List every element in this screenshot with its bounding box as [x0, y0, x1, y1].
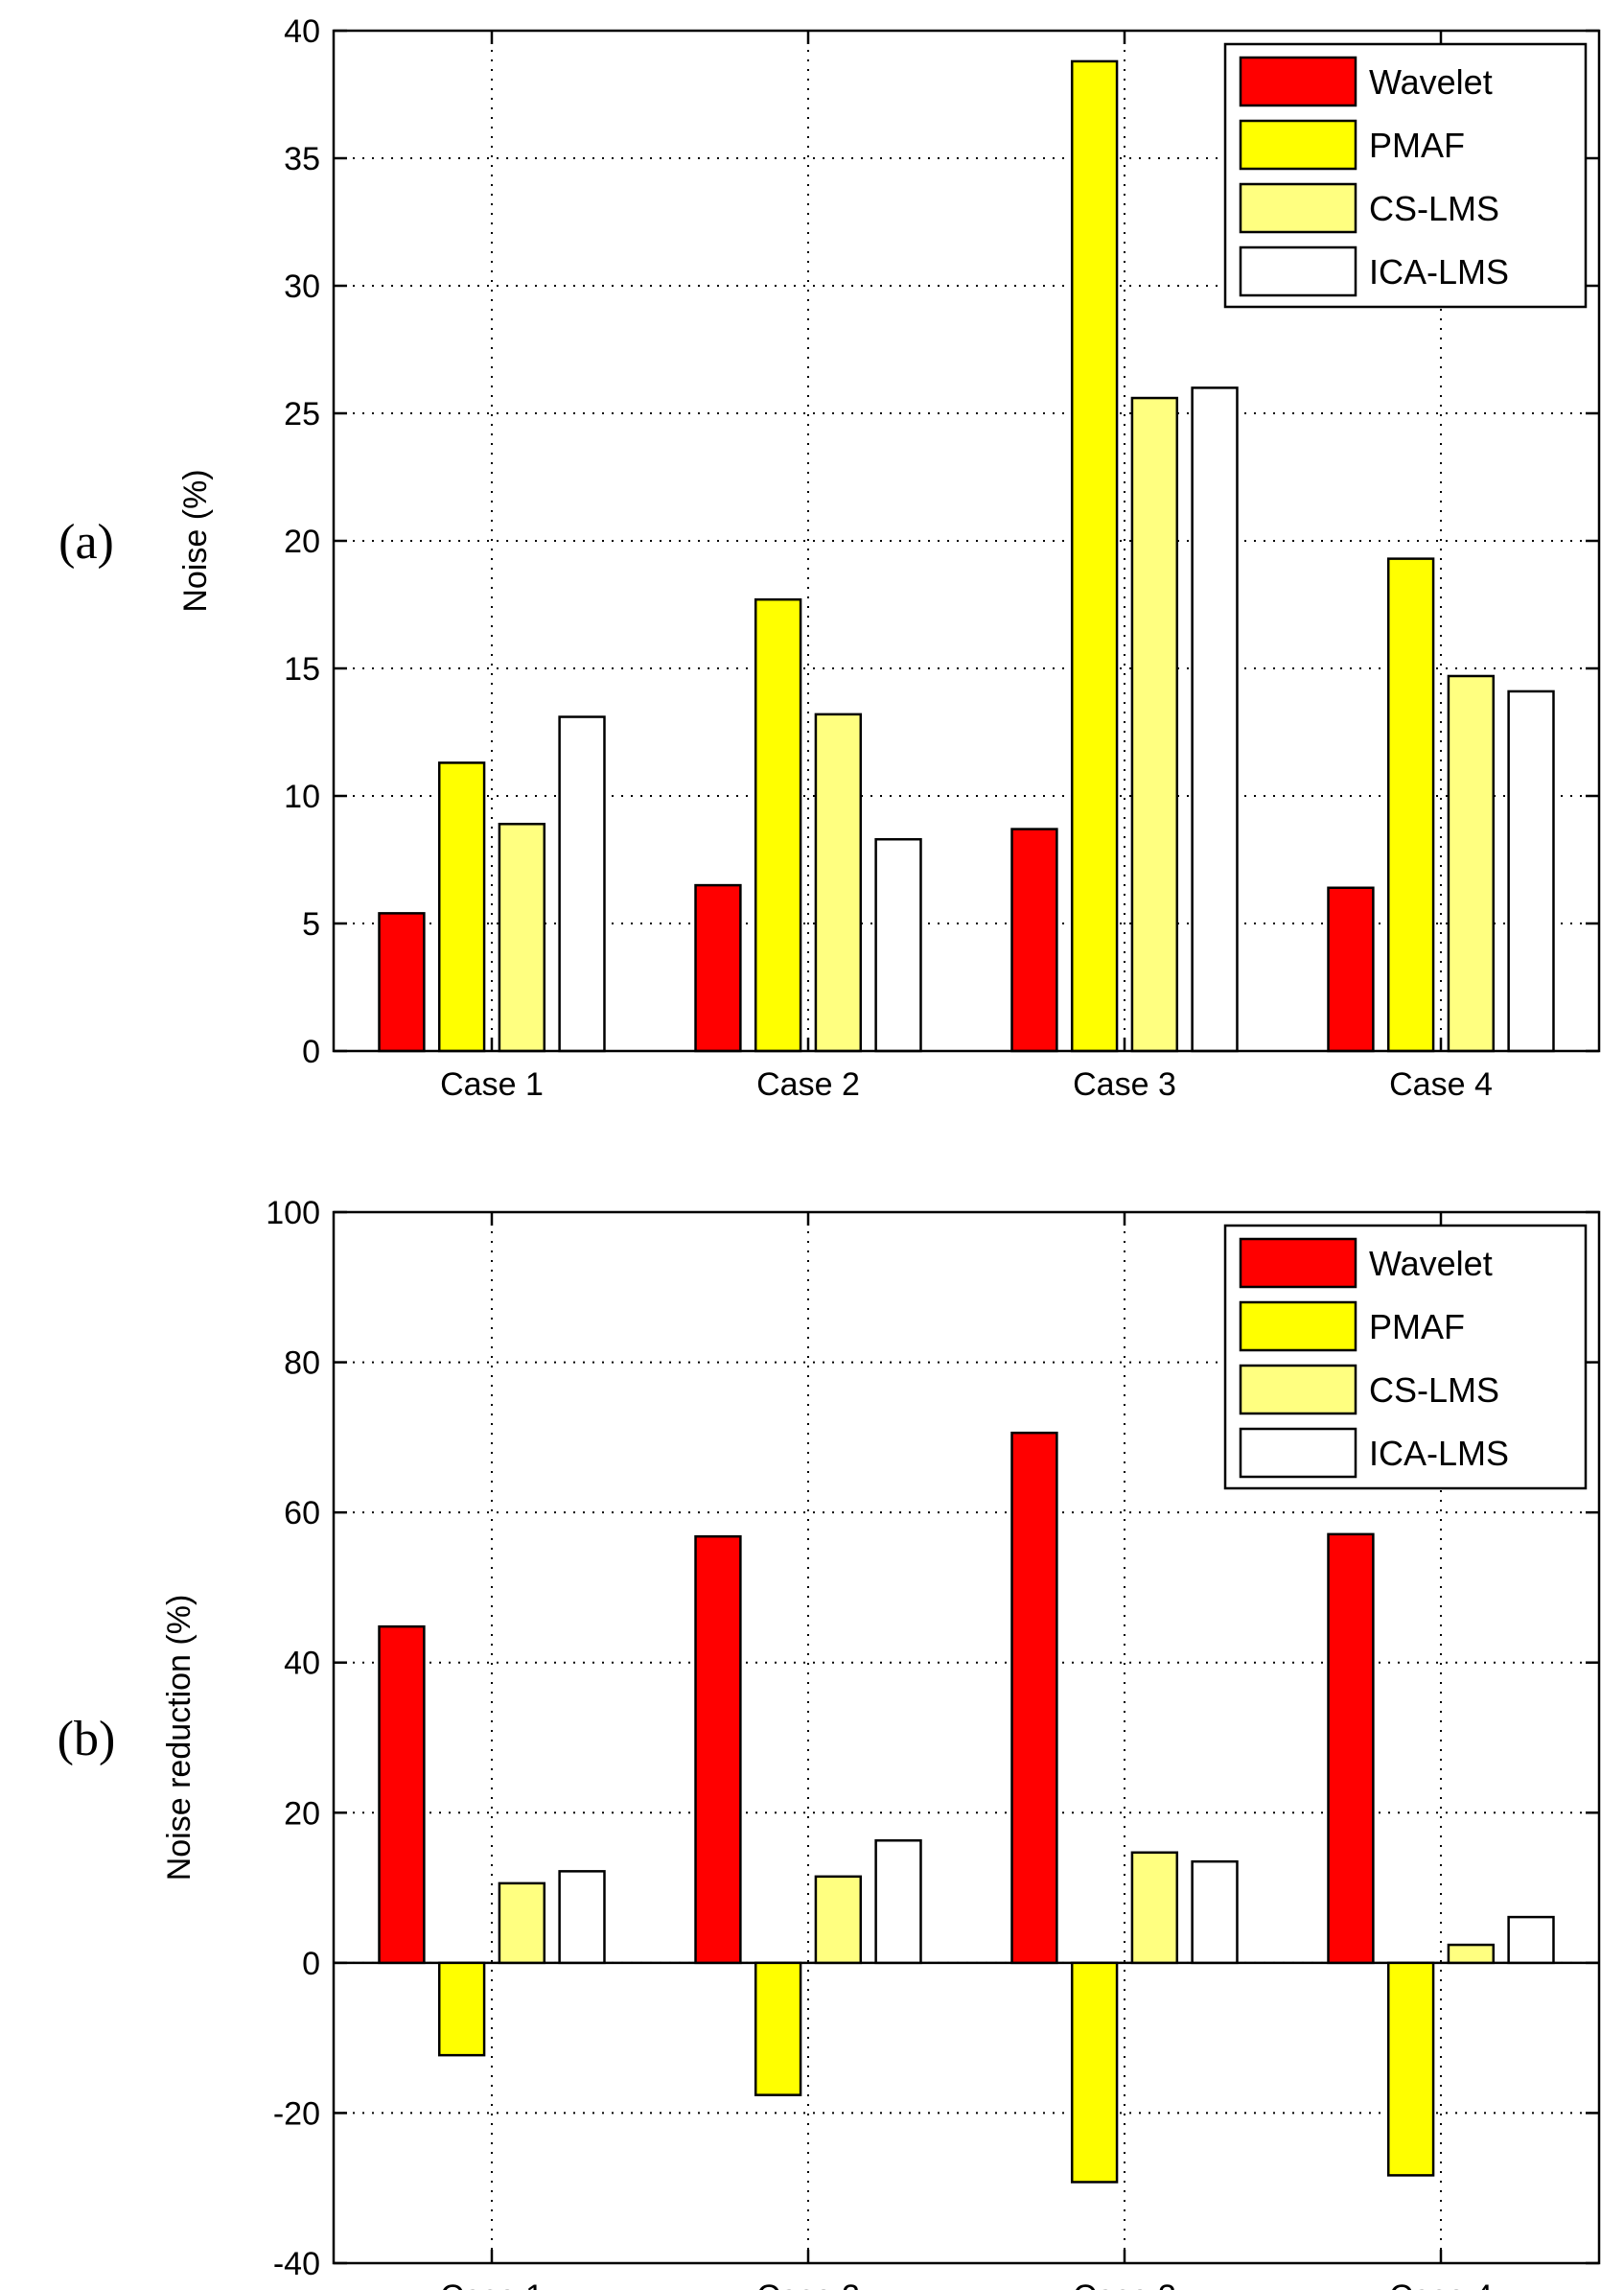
y-tick-label: 0 — [302, 1034, 320, 1070]
bar-cs-lms-1 — [498, 1881, 546, 1965]
y-tick-label: 40 — [284, 13, 320, 50]
x-tick-label: Case 4 — [1389, 1066, 1493, 1103]
y-axis-label: Noise (%) — [177, 469, 214, 612]
legend-swatch-pmaf — [1239, 119, 1357, 171]
bar-cs-lms-2 — [814, 1875, 863, 1965]
bar-cs-lms-3 — [1130, 1851, 1179, 1965]
y-tick-label: 35 — [284, 141, 320, 177]
bar-cs-lms-2 — [814, 713, 863, 1053]
y-tick-label: 20 — [284, 524, 320, 560]
bar-pmaf-2 — [754, 597, 802, 1053]
y-tick-label: 10 — [284, 779, 320, 815]
bar-ica-lms-3 — [1191, 386, 1239, 1053]
x-tick-label: Case 3 — [1073, 1066, 1176, 1103]
bar-ica-lms-1 — [558, 715, 606, 1053]
bar-ica-lms-1 — [558, 1870, 606, 1965]
bar-pmaf-2 — [754, 1961, 802, 2096]
bar-ica-lms-3 — [1191, 1859, 1239, 1965]
y-tick-label: 100 — [266, 1195, 320, 1231]
y-tick-label: 30 — [284, 269, 320, 305]
y-tick-label: 0 — [302, 1946, 320, 1982]
y-axis-label: Noise reduction (%) — [161, 1595, 197, 1881]
panel-a-chart: 0 5 10 15 20 25 30 35 40 Case 1 Case 2 Case 3 Case 4… — [58, 13, 1601, 1103]
legend-swatch-cs-lms — [1239, 1364, 1357, 1415]
legend: Wavelet PMAF CS-LMS ICA-LMS — [1223, 42, 1588, 309]
legend-label-ica-lms: ICA-LMS — [1369, 252, 1509, 292]
bar-pmaf-1 — [437, 761, 486, 1053]
bar-wavelet-1 — [378, 1624, 426, 1965]
legend-swatch-ica-lms — [1239, 245, 1357, 297]
x-tick-label: Case 2 — [756, 2278, 860, 2290]
bar-wavelet-3 — [1010, 1431, 1058, 1965]
x-tick-label: Case 1 — [440, 2278, 544, 2290]
y-tick-label: 20 — [284, 1795, 320, 1832]
legend-swatch-wavelet — [1239, 1237, 1357, 1289]
legend-label-cs-lms: CS-LMS — [1369, 189, 1499, 228]
bar-cs-lms-3 — [1130, 396, 1179, 1053]
legend-swatch-cs-lms — [1239, 182, 1357, 234]
panel-label: (b) — [58, 1712, 116, 1766]
bar-pmaf-4 — [1386, 557, 1435, 1053]
legend-swatch-ica-lms — [1239, 1427, 1357, 1479]
bar-wavelet-2 — [694, 883, 742, 1053]
y-tick-label: 80 — [284, 1345, 320, 1382]
legend: Wavelet PMAF CS-LMS ICA-LMS — [1223, 1224, 1588, 1490]
bar-pmaf-3 — [1070, 59, 1119, 1053]
legend-label-wavelet: Wavelet — [1369, 1244, 1493, 1283]
bar-wavelet-1 — [378, 912, 426, 1053]
y-tick-label: 15 — [284, 651, 320, 688]
y-tick-label: 5 — [302, 906, 320, 943]
legend-swatch-wavelet — [1239, 56, 1357, 107]
x-tick-label: Case 3 — [1073, 2278, 1176, 2290]
legend-label-ica-lms: ICA-LMS — [1369, 1434, 1509, 1473]
bar-pmaf-3 — [1070, 1961, 1119, 2184]
bar-wavelet-2 — [694, 1534, 742, 1965]
axes-frame — [332, 1210, 1601, 2265]
bar-cs-lms-1 — [498, 823, 546, 1053]
panel-label: (a) — [58, 515, 114, 570]
bar-ica-lms-4 — [1507, 689, 1555, 1053]
bar-wavelet-4 — [1327, 886, 1375, 1053]
bar-ica-lms-4 — [1507, 1915, 1555, 1965]
y-tick-label: -40 — [273, 2246, 320, 2282]
bar-ica-lms-2 — [874, 1839, 922, 1965]
bar-cs-lms-4 — [1447, 1943, 1496, 1965]
y-tick-label: 60 — [284, 1495, 320, 1531]
bar-wavelet-3 — [1010, 828, 1058, 1053]
y-tick-label: 40 — [284, 1646, 320, 1682]
y-tick-label: 25 — [284, 396, 320, 432]
x-tick-label: Case 4 — [1389, 2278, 1493, 2290]
legend-label-pmaf: PMAF — [1369, 126, 1465, 165]
legend-swatch-pmaf — [1239, 1300, 1357, 1352]
bar-wavelet-4 — [1327, 1532, 1375, 1965]
bar-pmaf-1 — [437, 1961, 486, 2057]
y-tick-label: -20 — [273, 2095, 320, 2132]
bar-pmaf-4 — [1386, 1961, 1435, 2177]
bar-cs-lms-4 — [1447, 674, 1496, 1053]
legend-label-cs-lms: CS-LMS — [1369, 1370, 1499, 1410]
legend-label-wavelet: Wavelet — [1369, 62, 1493, 102]
x-tick-label: Case 1 — [440, 1066, 544, 1103]
panel-b-chart: -40 -20 0 20 40 60 80 100 Case 1 Case 2 Case 3 Case… — [58, 1195, 1601, 2290]
x-tick-label: Case 2 — [756, 1066, 860, 1103]
bar-ica-lms-2 — [874, 837, 922, 1053]
legend-label-pmaf: PMAF — [1369, 1307, 1465, 1346]
